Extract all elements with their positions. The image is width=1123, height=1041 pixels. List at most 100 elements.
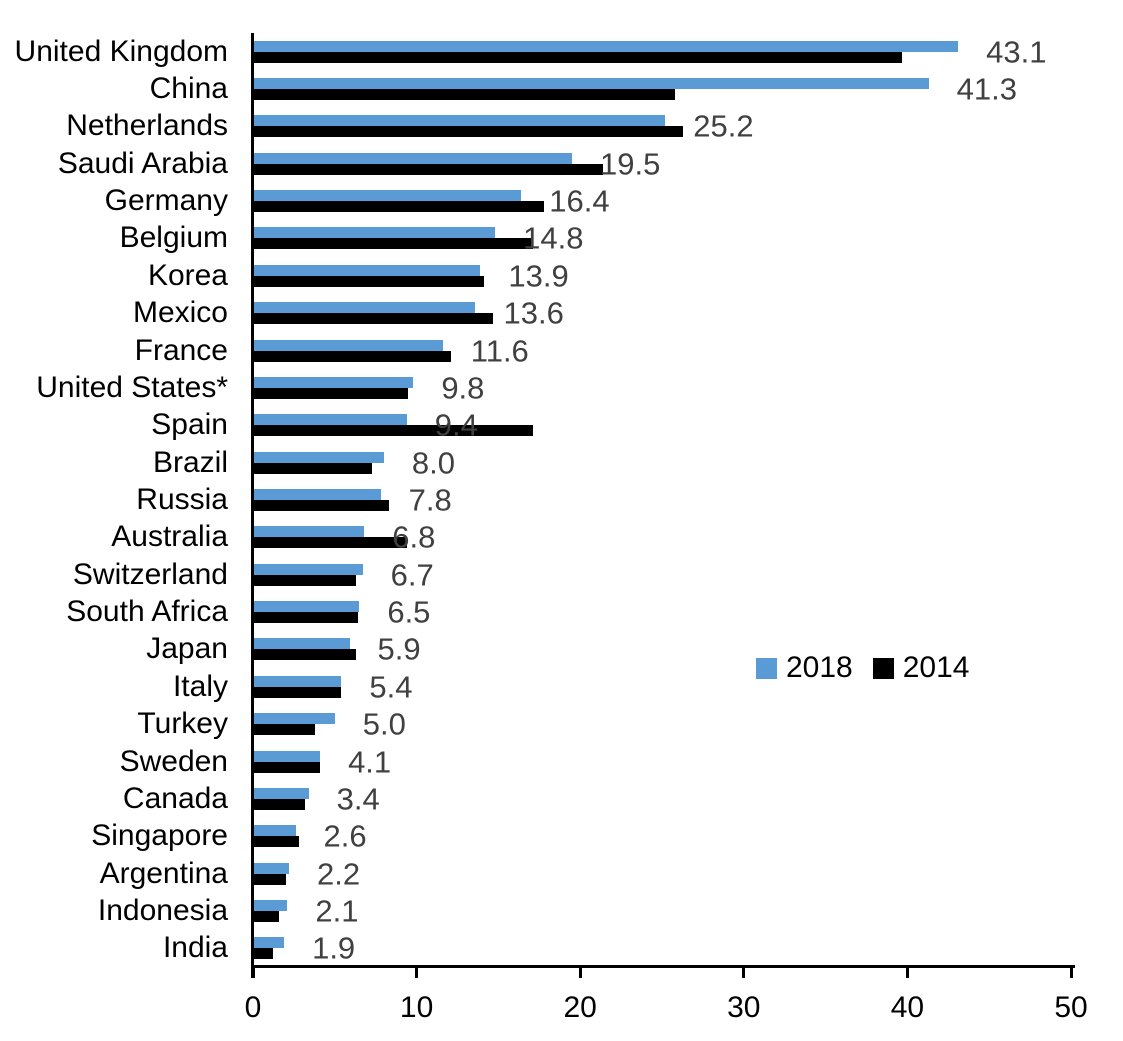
category-label: Mexico bbox=[132, 296, 228, 330]
bar-2018 bbox=[253, 302, 476, 314]
x-axis-tick bbox=[742, 968, 746, 978]
data-label: 16.4 bbox=[549, 183, 610, 219]
data-label: 9.8 bbox=[441, 370, 485, 406]
data-label: 25.2 bbox=[693, 108, 754, 144]
legend: 2018 2014 bbox=[756, 653, 970, 683]
bar-2018 bbox=[253, 638, 350, 650]
x-axis-tick-label: 40 bbox=[890, 991, 925, 1024]
legend-label-2018: 2018 bbox=[786, 651, 853, 684]
data-label: 1.9 bbox=[312, 930, 356, 966]
data-label: 6.5 bbox=[387, 594, 431, 630]
bar-2014 bbox=[253, 649, 357, 661]
x-axis-tick-label: 30 bbox=[727, 991, 761, 1024]
bar-2014 bbox=[253, 313, 494, 325]
x-axis-line bbox=[251, 965, 1075, 968]
legend-label-2014: 2014 bbox=[902, 651, 970, 684]
bar-2018 bbox=[253, 937, 285, 949]
bar-2014 bbox=[253, 201, 545, 213]
x-axis-tick-label: 20 bbox=[563, 991, 597, 1024]
category-label: Argentina bbox=[99, 856, 228, 890]
category-label: United Kingdom bbox=[14, 34, 228, 68]
x-axis-tick bbox=[415, 968, 419, 978]
data-label: 7.8 bbox=[408, 482, 452, 518]
x-axis-tick-label: 0 bbox=[244, 991, 262, 1024]
category-label: South Africa bbox=[66, 595, 228, 629]
category-label: India bbox=[162, 931, 228, 965]
bar-2018 bbox=[253, 862, 289, 874]
category-label: France bbox=[134, 333, 228, 367]
bar-2014 bbox=[253, 126, 684, 138]
data-label: 5.4 bbox=[369, 669, 413, 705]
bar-2014 bbox=[253, 163, 604, 175]
bar-2014 bbox=[253, 574, 357, 586]
legend-swatch-2018 bbox=[756, 657, 777, 679]
data-label: 5.9 bbox=[377, 631, 421, 667]
bar-2014 bbox=[253, 350, 451, 362]
data-label: 2.1 bbox=[315, 893, 359, 929]
data-label: 13.6 bbox=[503, 295, 564, 331]
category-label: United States* bbox=[36, 370, 228, 404]
category-label: Switzerland bbox=[72, 557, 228, 591]
bar-2018 bbox=[253, 899, 288, 911]
x-axis-tick bbox=[578, 968, 582, 978]
category-label: Australia bbox=[111, 520, 228, 554]
category-label: Indonesia bbox=[97, 893, 228, 927]
bar-2018 bbox=[253, 825, 296, 837]
category-label: Sweden bbox=[119, 744, 228, 778]
bar-2018 bbox=[253, 40, 959, 52]
bar-2014 bbox=[253, 948, 273, 960]
bar-2018 bbox=[253, 489, 381, 500]
bar-2018 bbox=[253, 675, 342, 687]
bar-2014 bbox=[253, 761, 321, 773]
legend-swatch-2014 bbox=[872, 657, 894, 679]
category-label: Spain bbox=[151, 408, 228, 442]
bar-2014 bbox=[253, 462, 373, 474]
bar-2018 bbox=[253, 115, 666, 127]
bar-2018 bbox=[253, 78, 929, 90]
category-label: Japan bbox=[146, 632, 228, 666]
data-label: 9.4 bbox=[434, 407, 478, 443]
data-label: 6.7 bbox=[390, 557, 434, 593]
bar-2014 bbox=[253, 798, 306, 810]
category-label: Brazil bbox=[152, 445, 228, 479]
data-label: 2.6 bbox=[323, 818, 367, 854]
x-axis-tick-label: 50 bbox=[1054, 991, 1088, 1024]
bar-2014 bbox=[253, 873, 286, 885]
x-axis-tick-label: 10 bbox=[399, 991, 434, 1024]
bar-2018 bbox=[253, 414, 407, 426]
data-label: 6.8 bbox=[392, 519, 436, 555]
bar-2018 bbox=[253, 713, 335, 725]
y-axis-line bbox=[251, 33, 254, 978]
data-label: 19.5 bbox=[600, 146, 661, 182]
category-label: Singapore bbox=[91, 819, 228, 853]
bar-2018 bbox=[253, 264, 481, 276]
bar-2014 bbox=[253, 89, 676, 101]
bar-2018 bbox=[253, 601, 360, 613]
bar-2018 bbox=[253, 190, 522, 202]
x-axis-tick bbox=[251, 968, 255, 978]
bar-2014 bbox=[253, 910, 280, 922]
data-label: 43.1 bbox=[986, 34, 1047, 70]
bar-2018 bbox=[253, 451, 384, 463]
bar-2018 bbox=[253, 152, 573, 164]
bar-2014 bbox=[253, 686, 342, 698]
category-label: Saudi Arabia bbox=[57, 146, 228, 180]
x-axis-tick bbox=[905, 968, 909, 978]
bar-2014 bbox=[253, 612, 358, 624]
data-label: 4.1 bbox=[348, 744, 392, 780]
bar-2014 bbox=[253, 500, 389, 511]
category-label: Korea bbox=[147, 258, 228, 292]
category-label: Netherlands bbox=[66, 109, 228, 143]
category-label: Canada bbox=[122, 781, 228, 815]
bar-2014 bbox=[253, 51, 903, 63]
category-label: Italy bbox=[172, 669, 228, 703]
bar-2014 bbox=[253, 724, 316, 736]
x-axis-tick bbox=[1069, 968, 1073, 978]
bar-2014 bbox=[253, 537, 407, 549]
category-label: Belgium bbox=[119, 221, 228, 255]
category-label: Turkey bbox=[137, 707, 228, 741]
data-label: 11.6 bbox=[470, 333, 529, 369]
bar-2014 bbox=[253, 238, 533, 250]
legend-item-2018: 2018 bbox=[756, 653, 853, 683]
